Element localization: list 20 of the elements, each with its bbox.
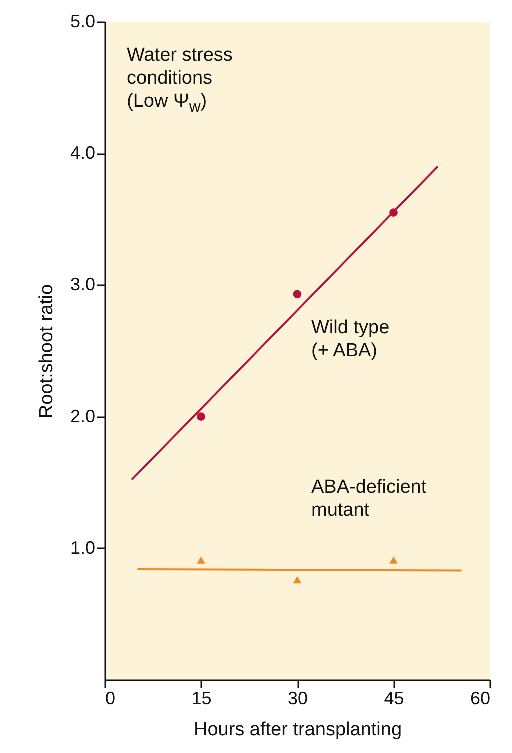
text: ABA-deficient mutant bbox=[312, 476, 428, 521]
y-tick-label: 4.0 bbox=[70, 143, 96, 164]
y-axis-title: Root:shoot ratio bbox=[36, 284, 58, 419]
y-tick-label: 1.0 bbox=[70, 538, 96, 558]
point bbox=[390, 556, 398, 564]
x-tick-label: 60 bbox=[470, 688, 490, 708]
point bbox=[197, 412, 206, 421]
y-tick-label: 3.0 bbox=[70, 274, 96, 295]
annotation: Water stress conditions (Low Ψ$_{w}$) bbox=[127, 44, 234, 118]
y-tick-label: 5.0 bbox=[70, 12, 96, 32]
point bbox=[197, 556, 206, 564]
y-tick-label: 2.0 bbox=[70, 406, 96, 426]
point bbox=[293, 290, 302, 299]
x-axis-title: Hours after transplanting bbox=[194, 720, 402, 740]
x-tick-label: 15 bbox=[192, 688, 212, 708]
point bbox=[293, 576, 302, 584]
series-label: Wild type (+ ABA) bbox=[312, 317, 390, 362]
x-tick-label: 30 bbox=[288, 688, 308, 708]
x-tick-label: 45 bbox=[384, 688, 404, 708]
x-tick-label: 0 bbox=[106, 688, 116, 708]
